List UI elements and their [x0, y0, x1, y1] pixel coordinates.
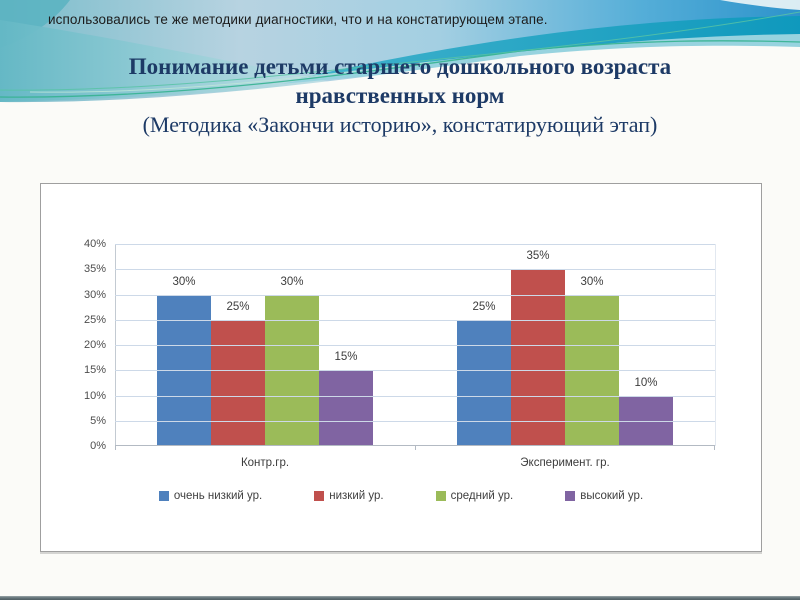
- legend-item: средний ур.: [435, 490, 514, 502]
- bar-value-label: 15%: [334, 351, 358, 364]
- legend-item: низкий ур.: [314, 490, 384, 502]
- y-axis-tick-label: 10%: [83, 389, 106, 402]
- x-axis-labels: Контр.гр. Эксперимент. гр.: [115, 457, 715, 469]
- bar-value-label: 25%: [472, 300, 496, 313]
- bar-value-label: 35%: [526, 250, 550, 263]
- bar-series-0-group-1: 25%: [457, 244, 511, 446]
- bar-value-label: 30%: [580, 275, 604, 288]
- legend-label: высокий ур.: [580, 490, 644, 502]
- category-label: Эксперимент. гр.: [520, 457, 610, 469]
- slide-title-line1: Понимание детьми старшего дошкольного во…: [128, 54, 672, 79]
- axis-minor-tick: [415, 446, 416, 450]
- gridline: [115, 269, 715, 271]
- legend-label: средний ур.: [450, 490, 514, 502]
- legend-swatch: [565, 491, 576, 501]
- slide-subtitle: (Методика «Закончи историю», констатирую…: [142, 112, 658, 137]
- legend-swatch: [314, 491, 325, 501]
- top-wave-decoration: [0, 0, 800, 140]
- chart-frame: 30% 25% 30% 15% 25% 35% 30% 10% Контр.гр. Экспер…: [40, 183, 762, 552]
- axis-minor-tick: [714, 446, 715, 450]
- bar-value-label: 10%: [634, 376, 658, 389]
- gridline: [115, 370, 715, 372]
- category-label: Контр.гр.: [240, 457, 290, 469]
- legend-label: низкий ур.: [329, 490, 384, 502]
- bar-rect: [319, 370, 373, 446]
- bottom-edge-strip: [0, 596, 800, 600]
- y-axis-tick-label: 15%: [83, 364, 106, 377]
- legend-swatch: [435, 491, 446, 501]
- legend-swatch: [158, 491, 169, 501]
- bar-series-1-group-0: 25%: [211, 244, 265, 446]
- y-axis-tick-label: 30%: [83, 288, 106, 301]
- x-axis-line: [115, 445, 715, 446]
- bar-rect: [211, 319, 265, 446]
- y-axis-tick-label: 5%: [90, 414, 106, 427]
- y-axis-tick-label: 40%: [83, 238, 106, 250]
- bar-series-1-group-1: 35%: [511, 244, 565, 446]
- gridline: [115, 294, 715, 296]
- bar-group: 25% 35% 30% 10%: [415, 244, 715, 446]
- bar-rect: [457, 319, 511, 446]
- slide-title-block: Понимание детьми старшего дошкольного во…: [40, 52, 760, 139]
- bar-value-label: 30%: [280, 275, 304, 288]
- legend-label: очень низкий ур.: [173, 490, 263, 502]
- y-axis-tick-label: 0%: [90, 440, 106, 452]
- gridline: [115, 319, 715, 321]
- slide-title-line2: нравственных норм: [295, 83, 505, 108]
- gridline: [115, 244, 715, 245]
- chart-legend: очень низкий ур. низкий ур. средний ур. выс…: [41, 490, 761, 502]
- chart-plot: 30% 25% 30% 15% 25% 35% 30% 10% Контр.гр. Экспер…: [84, 238, 716, 469]
- y-axis-tick-label: 25%: [83, 313, 106, 326]
- legend-item: очень низкий ур.: [158, 490, 263, 502]
- gridline: [115, 345, 715, 346]
- top-note-text: использовались те же методики диагностик…: [48, 12, 548, 27]
- y-axis-tick-label: 20%: [83, 339, 106, 351]
- gridline: [115, 395, 715, 397]
- legend-item: высокий ур.: [565, 490, 643, 502]
- bar-value-label: 30%: [172, 275, 196, 288]
- bar-series-3-group-0: 15%: [319, 244, 373, 446]
- bar-value-label: 25%: [226, 300, 250, 313]
- axis-minor-tick: [115, 446, 116, 450]
- gridline: [115, 420, 715, 422]
- y-axis-tick-label: 35%: [83, 263, 106, 276]
- bar-rect: [511, 269, 565, 446]
